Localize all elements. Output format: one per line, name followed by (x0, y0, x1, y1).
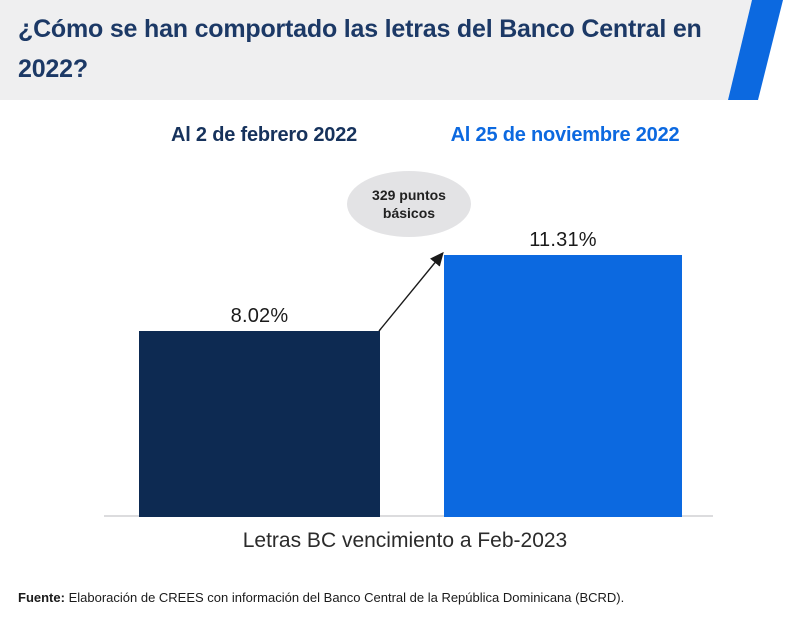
data-label-feb-2022: 8.02% (230, 305, 289, 327)
header-background (0, 0, 783, 100)
source-text: Elaboración de CREES con información del… (64, 590, 625, 605)
increase-arrow-icon (378, 251, 444, 332)
header-gray-panel (0, 0, 752, 100)
legend-item-feb-2022: Al 2 de febrero 2022 (170, 124, 358, 146)
blue-slash-icon (728, 0, 783, 100)
page-title: ¿Cómo se han comportado las letras del B… (18, 15, 702, 83)
bar-feb-2022 (139, 331, 380, 517)
source-note: Fuente: Elaboración de CREES con informa… (18, 590, 798, 605)
data-label-nov-2022: 11.31% (529, 229, 597, 251)
annotation-text: 329 puntos básicos (372, 186, 446, 221)
header-banner: ¿Cómo se han comportado las letras del B… (0, 0, 810, 100)
x-axis-line (104, 515, 713, 517)
source-prefix: Fuente: (18, 590, 65, 605)
legend-item-nov-2022: Al 25 de noviembre 2022 (450, 124, 680, 146)
annotation-bubble: 329 puntos básicos (347, 171, 471, 237)
bar-group-nov-2022: 11.31% (444, 229, 682, 517)
bar-nov-2022 (444, 255, 682, 517)
bar-group-feb-2022: 8.02% (139, 305, 380, 517)
x-axis-label: Letras BC vencimiento a Feb-2023 (242, 529, 568, 552)
